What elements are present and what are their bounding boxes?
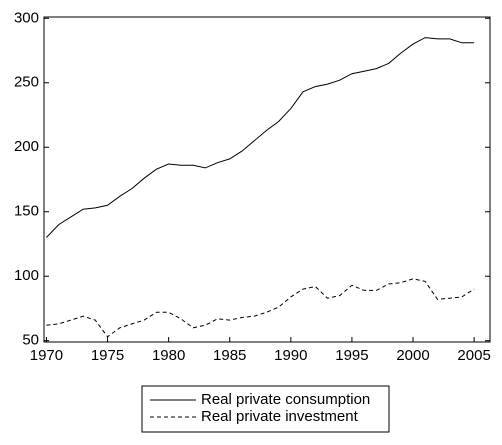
x-tick-label: 2005 [457,347,490,364]
x-tick-label: 1995 [335,347,368,364]
x-tick-label: 1990 [274,347,307,364]
x-tick-label: 2000 [396,347,429,364]
y-tick-label: 250 [14,74,39,91]
series-line [46,278,475,338]
y-tick-label: 150 [14,203,39,220]
y-tick-label: 100 [14,267,39,284]
y-tick-label: 200 [14,138,39,155]
x-tick-label: 1985 [213,347,246,364]
legend-label: Real private consumption [201,391,370,408]
x-tick-label: 1970 [30,347,63,364]
series-line [46,37,475,238]
legend-box [141,385,390,433]
y-tick-label: 50 [22,332,39,349]
y-tick-label: 300 [14,9,39,26]
legend-label: Real private investment [201,408,359,425]
plot-frame [43,16,491,343]
x-tick-label: 1980 [152,347,185,364]
x-tick-label: 1975 [91,347,124,364]
